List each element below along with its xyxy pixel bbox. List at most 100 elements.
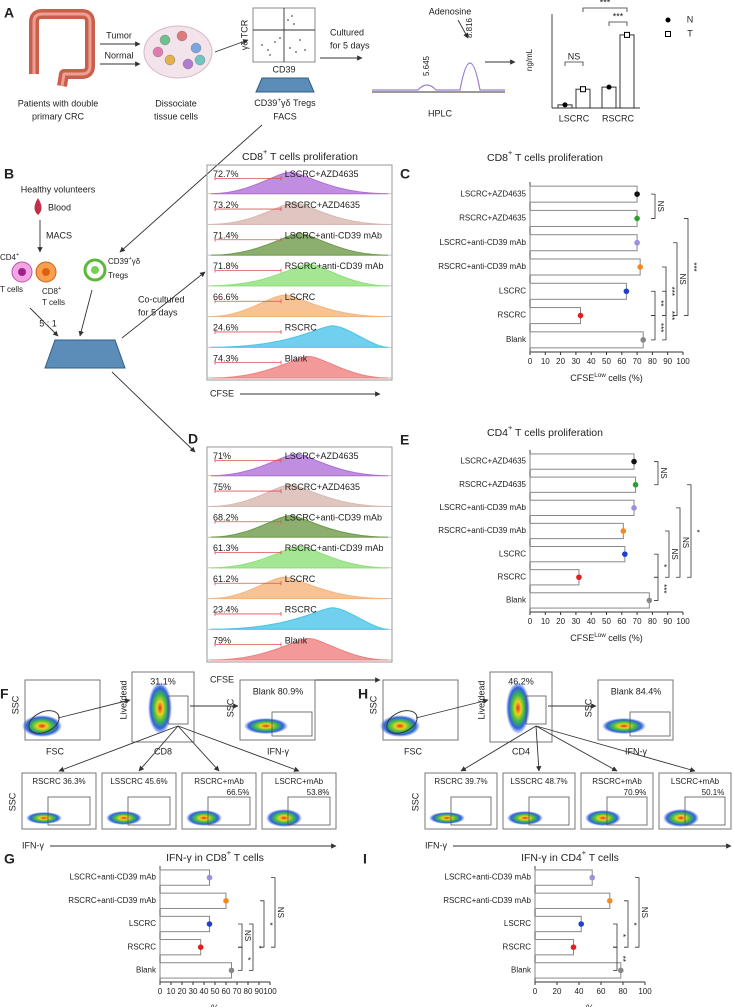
significance-bracket bbox=[608, 21, 628, 26]
x-tick-label: 50 bbox=[211, 987, 220, 996]
label: Adenosine bbox=[429, 6, 472, 16]
x-tick-label: 0 bbox=[528, 357, 533, 366]
point bbox=[637, 264, 643, 270]
sample-label: 50.1% bbox=[702, 788, 725, 797]
significance-bracket bbox=[260, 900, 265, 948]
gate bbox=[28, 710, 60, 734]
bar bbox=[529, 185, 638, 203]
significance: *** bbox=[613, 11, 624, 21]
y-tick-label: Blank bbox=[506, 335, 527, 344]
histogram bbox=[210, 294, 389, 318]
significance: NS bbox=[670, 549, 679, 560]
x-tick-label: 20 bbox=[556, 617, 565, 626]
percent: 72.7% bbox=[213, 169, 239, 179]
flow-event bbox=[299, 39, 301, 41]
axis-label: CFSE bbox=[210, 674, 234, 684]
bar bbox=[529, 476, 637, 493]
x-tick-label: 30 bbox=[189, 987, 198, 996]
sample-label: LSSCRC 45.6% bbox=[110, 777, 167, 786]
point bbox=[640, 337, 647, 343]
histogram bbox=[210, 202, 389, 225]
bar bbox=[159, 915, 210, 933]
x-tick-label: 40 bbox=[587, 357, 596, 366]
legend-label: N bbox=[687, 14, 694, 24]
arrow bbox=[460, 725, 537, 772]
arrow bbox=[57, 698, 131, 719]
arrow bbox=[58, 725, 179, 772]
label: Healthy volunteers bbox=[21, 184, 96, 194]
label-part: + bbox=[16, 252, 19, 258]
x-tick-label: 40 bbox=[575, 987, 584, 996]
label: SSC bbox=[7, 792, 17, 811]
x-tick-label: 100 bbox=[676, 617, 690, 626]
hist-frame bbox=[206, 446, 393, 663]
chart-title-part: T cells proliferation bbox=[512, 152, 603, 164]
gate bbox=[525, 695, 547, 725]
point bbox=[576, 574, 582, 581]
percent: 68.2% bbox=[213, 512, 239, 522]
bar bbox=[534, 962, 622, 979]
axis-title-part: % bbox=[211, 1003, 219, 1007]
tissue-cell bbox=[190, 42, 202, 54]
histogram bbox=[210, 171, 389, 195]
point bbox=[618, 967, 624, 974]
bar bbox=[534, 939, 574, 956]
gate bbox=[214, 642, 282, 647]
label: SSC bbox=[410, 792, 420, 811]
gate bbox=[629, 711, 671, 737]
point bbox=[622, 551, 628, 557]
significance: * bbox=[243, 957, 252, 960]
percent: 61.3% bbox=[213, 543, 239, 553]
label: for 5 days bbox=[138, 307, 178, 317]
bar bbox=[529, 453, 635, 470]
sample-label: LSCRC+anti-CD39 mAb bbox=[285, 230, 382, 240]
gate bbox=[528, 796, 570, 826]
arrow bbox=[138, 725, 179, 772]
gate bbox=[214, 489, 282, 494]
density bbox=[585, 810, 621, 826]
percent: 71.4% bbox=[213, 230, 239, 240]
panel-letter: D bbox=[188, 431, 198, 447]
sample-label: RSCRC bbox=[285, 323, 318, 333]
bar bbox=[529, 307, 581, 325]
significance-bracket bbox=[635, 877, 640, 948]
flow-event bbox=[274, 41, 276, 43]
gate bbox=[167, 695, 189, 725]
bar bbox=[529, 258, 641, 276]
x-tick-label: 70 bbox=[633, 357, 642, 366]
label: FSC bbox=[46, 746, 65, 756]
histogram bbox=[210, 453, 389, 477]
label: 5 : 1 bbox=[39, 318, 57, 328]
arrow bbox=[111, 371, 196, 453]
gate bbox=[127, 796, 171, 826]
flow-event bbox=[261, 44, 263, 46]
histogram bbox=[210, 637, 389, 661]
caption: primary CRC bbox=[32, 111, 85, 121]
x-tick-label: 90 bbox=[255, 987, 264, 996]
point bbox=[631, 458, 637, 465]
tissue-cell bbox=[159, 34, 171, 46]
sample-label: LSCRC+AZD4635 bbox=[285, 451, 359, 461]
significance-bracket bbox=[271, 877, 276, 948]
chart-title: IFN-γ in CD4+ T cells bbox=[521, 848, 619, 863]
caption: HPLC bbox=[428, 108, 453, 118]
significance-bracket bbox=[582, 7, 628, 12]
label-part: CD4 bbox=[0, 253, 17, 262]
sample-label: LSCRC+AZD4635 bbox=[285, 169, 359, 179]
axis-title: % bbox=[211, 1003, 219, 1007]
point bbox=[577, 312, 584, 319]
x-tick-label: 60 bbox=[222, 987, 231, 996]
axis-title-part: cells (%) bbox=[606, 633, 643, 643]
x-tick-label: 0 bbox=[528, 617, 533, 626]
gate bbox=[386, 710, 418, 734]
significance: *** bbox=[659, 584, 668, 593]
x-tick-label: 30 bbox=[571, 617, 580, 626]
label: Live/dead bbox=[118, 680, 128, 719]
significance: ** bbox=[656, 300, 665, 306]
tissue-cell bbox=[164, 54, 176, 66]
x-tick-label: 80 bbox=[648, 617, 657, 626]
arrow bbox=[29, 307, 59, 337]
gate bbox=[214, 550, 282, 555]
gate bbox=[214, 458, 282, 463]
bar bbox=[619, 34, 635, 109]
